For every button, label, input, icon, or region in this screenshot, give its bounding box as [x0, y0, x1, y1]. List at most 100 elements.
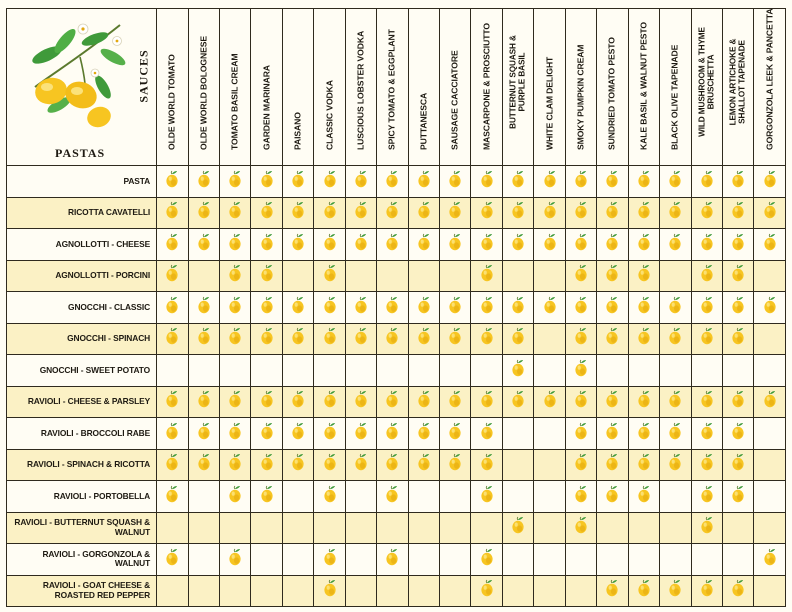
sauce-header-wild-mushroom-and-thyme-bruschetta: WILD MUSHROOM & THYME BRUSCHETTA — [690, 8, 723, 166]
lemon-icon — [481, 296, 493, 313]
lemon-icon — [669, 327, 681, 345]
pairing-cell — [659, 196, 692, 229]
pasta-row-ravioli-butternut-squash-and-walnut: RAVIOLI - BUTTERNUT SQUASH & WALNUT — [5, 511, 786, 544]
pairing-cell — [690, 480, 723, 513]
lemon-icon — [575, 296, 587, 313]
lemon-icon — [732, 296, 744, 313]
lemon-icon — [166, 453, 178, 471]
pairing-cell — [501, 228, 535, 261]
pairing-cell — [281, 291, 315, 324]
pairing-cell — [753, 385, 786, 418]
pairing-cell — [407, 511, 441, 544]
pairing-cell — [564, 228, 598, 261]
lemon-icon — [481, 390, 493, 408]
lemon-icon — [292, 390, 304, 408]
pairing-cell — [533, 417, 566, 450]
lemon-icon — [481, 485, 493, 502]
pairing-cell — [627, 228, 661, 261]
pairing-cell — [501, 385, 535, 418]
lemon-icon — [575, 170, 587, 187]
lemon-icon — [386, 485, 398, 502]
lemon-icon — [764, 170, 776, 187]
pairing-cell — [187, 511, 220, 544]
pairing-cell — [753, 448, 786, 481]
pairing-cell — [659, 228, 692, 261]
sauce-header-puttanesca: PUTTANESCA — [407, 8, 441, 166]
pairing-cell — [659, 322, 692, 355]
pairing-cell — [501, 259, 535, 292]
lemon-icon — [481, 422, 493, 439]
pairing-cell — [344, 291, 378, 324]
pairing-cell — [313, 165, 346, 198]
pairing-cell — [376, 574, 409, 607]
pairing-cell — [187, 165, 220, 198]
pairing-cell — [156, 480, 189, 513]
pairing-cell — [376, 196, 409, 229]
lemon-icon — [261, 264, 273, 282]
lemon-icon — [386, 296, 398, 313]
lemon-icon — [449, 422, 461, 439]
pairing-cell — [344, 385, 378, 418]
pairing-cell — [250, 574, 283, 607]
pairing-cell — [501, 480, 535, 513]
pairing-cell — [596, 196, 629, 229]
pasta-row-ravioli-gorgonzola-and-walnut: RAVIOLI - GORGONZOLA & WALNUT — [5, 543, 786, 576]
lemon-icon — [638, 233, 650, 250]
lemon-icon — [166, 233, 178, 250]
pairing-cell — [564, 322, 598, 355]
sauce-header-label: TOMATO BASIL CREAM — [229, 53, 240, 150]
pairing-cell — [439, 480, 472, 513]
sauces-axis-text: SAUCES — [136, 49, 151, 103]
lemon-icon — [764, 296, 776, 313]
pairing-cell — [281, 511, 315, 544]
pairing-cell — [533, 448, 566, 481]
pairing-cell — [533, 165, 566, 198]
pairing-cell — [721, 385, 755, 418]
lemon-icon — [669, 201, 681, 219]
pairing-cell — [187, 480, 220, 513]
pairing-cell — [501, 165, 535, 198]
pairing-cell — [564, 543, 598, 576]
pairing-cell — [407, 291, 441, 324]
pairing-cell — [156, 543, 189, 576]
pairing-cell — [218, 228, 252, 261]
pasta-label: GNOCCHI - CLASSIC — [5, 291, 158, 324]
pairing-cell — [501, 543, 535, 576]
pairing-cell — [501, 417, 535, 450]
sauce-header-label: GARDEN MARINARA — [261, 65, 272, 150]
sauce-header-luscious-lobster-vodka: LUSCIOUS LOBSTER VODKA — [344, 8, 378, 166]
pairing-cell — [187, 385, 220, 418]
sauce-header-classic-vodka: CLASSIC VODKA — [313, 8, 346, 166]
lemon-icon — [481, 170, 493, 187]
pairing-cell — [470, 574, 503, 607]
lemon-icon — [418, 170, 430, 187]
lemon-icon — [701, 390, 713, 408]
pairing-cell — [156, 354, 189, 387]
sauce-header-olde-world-bolognese: OLDE WORLD BOLOGNESE — [187, 8, 220, 166]
lemon-icon — [701, 516, 713, 534]
lemon-icon — [732, 264, 744, 282]
lemon-icon — [386, 548, 398, 565]
lemon-icon — [638, 453, 650, 471]
lemon-icon — [386, 201, 398, 219]
lemon-branch-illustration — [32, 23, 126, 128]
lemon-icon — [355, 422, 367, 439]
sauce-header-label: SPICY TOMATO & EGGPLANT — [386, 29, 397, 150]
lemon-icon — [481, 201, 493, 219]
pairing-cell — [721, 574, 755, 607]
lemon-icon — [418, 453, 430, 471]
pasta-label: RAVIOLI - BUTTERNUT SQUASH & WALNUT — [5, 511, 158, 544]
pairing-cell — [187, 322, 220, 355]
pairing-cell — [659, 354, 692, 387]
lemon-icon — [323, 485, 336, 502]
pairing-cell — [533, 574, 566, 607]
lemon-icon — [481, 579, 493, 597]
lemon-icon — [512, 201, 524, 219]
lemon-icon — [701, 453, 713, 471]
pairing-cell — [439, 448, 472, 481]
pairing-cell — [439, 417, 472, 450]
lemon-icon — [449, 390, 461, 408]
lemon-icon — [481, 548, 493, 565]
lemon-icon — [512, 296, 524, 313]
lemon-icon — [418, 296, 430, 313]
